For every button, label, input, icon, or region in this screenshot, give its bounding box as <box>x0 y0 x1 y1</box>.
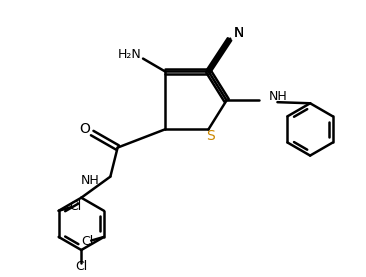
Text: Cl: Cl <box>81 235 94 248</box>
Text: Cl: Cl <box>69 199 81 212</box>
Text: N: N <box>234 26 244 40</box>
Text: H₂N: H₂N <box>117 48 141 61</box>
Text: O: O <box>79 122 90 136</box>
Text: N: N <box>234 26 244 40</box>
Text: NH: NH <box>268 90 287 103</box>
Text: NH: NH <box>81 174 100 187</box>
Text: Cl: Cl <box>75 260 87 273</box>
Text: S: S <box>206 129 214 143</box>
